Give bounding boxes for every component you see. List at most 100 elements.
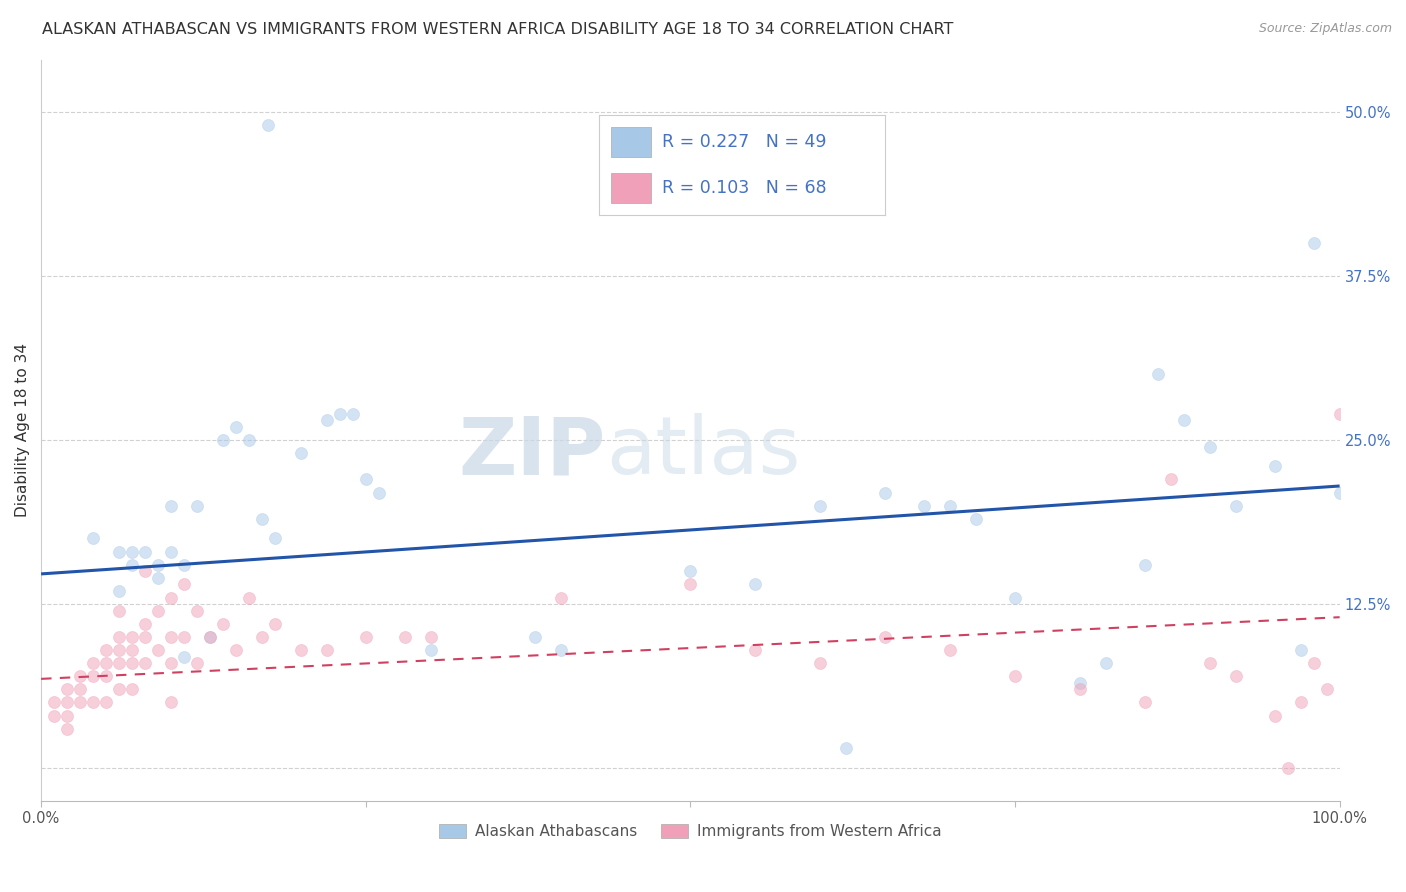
Point [121,558,143,572]
Point [108,643,131,657]
Point [121,630,143,644]
Point [146,571,169,585]
Text: ZIP: ZIP [458,414,606,491]
Point [257,118,280,132]
Point [1069,682,1091,697]
Point [1277,761,1299,775]
Point [56,708,79,723]
Point [315,643,337,657]
Point [1289,643,1312,657]
Point [108,682,131,697]
Point [419,643,441,657]
Point [108,584,131,599]
Point [367,485,389,500]
Point [1004,591,1026,605]
Point [173,558,195,572]
Point [550,643,572,657]
Point [160,656,183,670]
Point [121,544,143,558]
Point [212,433,235,447]
Point [939,643,962,657]
Y-axis label: Disability Age 18 to 34: Disability Age 18 to 34 [15,343,30,517]
Point [69,696,91,710]
Point [250,512,273,526]
Point [160,499,183,513]
Point [679,564,702,578]
Point [1316,682,1339,697]
Point [263,616,285,631]
Point [1133,696,1156,710]
Point [1302,236,1324,251]
Point [329,407,352,421]
Point [1264,708,1286,723]
Point [238,591,260,605]
Point [965,512,987,526]
Point [939,499,962,513]
Point [550,591,572,605]
Text: ALASKAN ATHABASCAN VS IMMIGRANTS FROM WESTERN AFRICA DISABILITY AGE 18 TO 34 COR: ALASKAN ATHABASCAN VS IMMIGRANTS FROM WE… [42,22,953,37]
Point [56,722,79,736]
Point [186,499,208,513]
Point [679,577,702,591]
Point [160,544,183,558]
Point [134,630,156,644]
Point [354,630,377,644]
Point [1329,485,1351,500]
Point [1004,669,1026,683]
Point [186,656,208,670]
Point [1095,656,1118,670]
Point [1133,558,1156,572]
Point [94,696,117,710]
Point [121,656,143,670]
Point [186,604,208,618]
Text: Source: ZipAtlas.com: Source: ZipAtlas.com [1258,22,1392,36]
Point [56,696,79,710]
Legend: Alaskan Athabascans, Immigrants from Western Africa: Alaskan Athabascans, Immigrants from Wes… [433,818,948,845]
Point [56,682,79,697]
Point [94,656,117,670]
Point [160,591,183,605]
Point [1069,675,1091,690]
Point [94,669,117,683]
Point [134,656,156,670]
Point [134,564,156,578]
Point [108,630,131,644]
Point [315,413,337,427]
Point [1225,669,1247,683]
Point [108,604,131,618]
Point [146,604,169,618]
Point [875,485,897,500]
Point [1302,656,1324,670]
Point [94,643,117,657]
Point [108,656,131,670]
Point [394,630,416,644]
Point [523,630,546,644]
Text: atlas: atlas [606,414,800,491]
Point [198,630,221,644]
Point [42,708,65,723]
Point [82,669,104,683]
Point [82,656,104,670]
Point [160,630,183,644]
Point [1264,459,1286,474]
Point [1225,499,1247,513]
Point [82,532,104,546]
Point [290,643,312,657]
Point [42,696,65,710]
Point [146,643,169,657]
Point [121,682,143,697]
Point [225,420,247,434]
Point [342,407,364,421]
Point [146,558,169,572]
Point [1289,696,1312,710]
Point [1198,440,1220,454]
Point [835,741,858,756]
Point [1160,472,1182,486]
Point [1147,368,1170,382]
Point [290,446,312,460]
Point [69,682,91,697]
Point [744,577,766,591]
Point [69,669,91,683]
Point [1198,656,1220,670]
Point [173,630,195,644]
